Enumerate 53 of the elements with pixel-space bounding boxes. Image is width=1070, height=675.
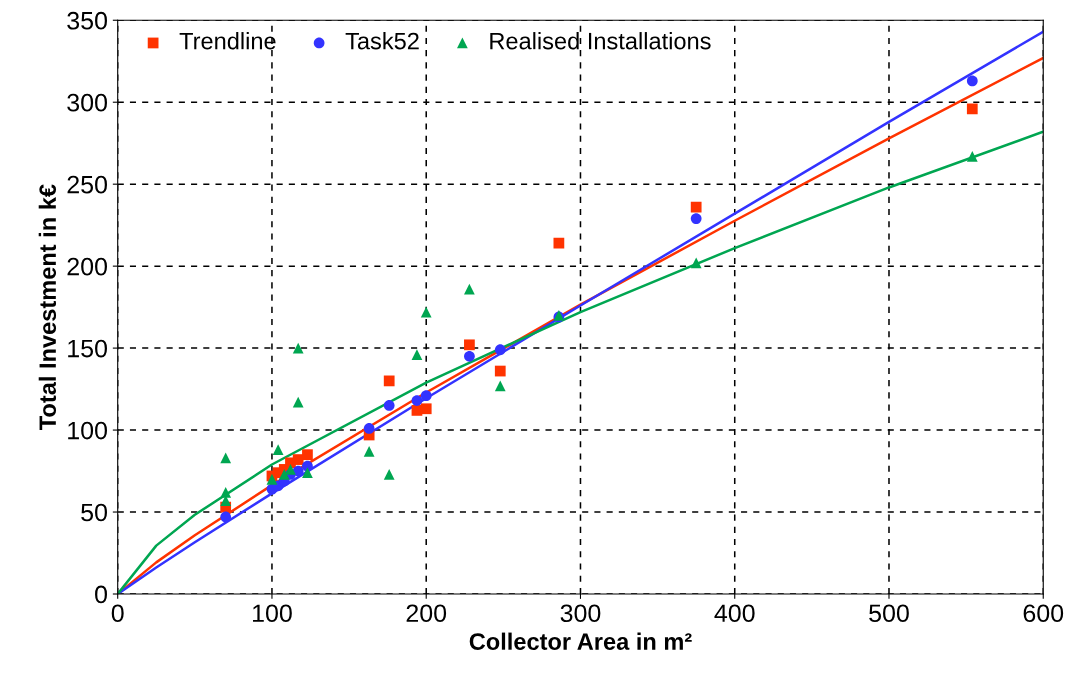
- x-tick-label: 600: [1023, 604, 1064, 623]
- point: [272, 444, 284, 456]
- x-tick-label: 300: [560, 604, 601, 623]
- point: [292, 396, 304, 408]
- point: [278, 468, 290, 480]
- point: [494, 365, 506, 377]
- y-tick-label: 350: [67, 11, 107, 30]
- legend-label: Task52: [345, 32, 419, 50]
- point: [966, 75, 978, 87]
- point: [383, 468, 395, 480]
- y-tick-label: 100: [68, 421, 107, 440]
- y-tick-label: 250: [67, 175, 107, 194]
- y-tick-label: 0: [95, 585, 107, 604]
- point: [494, 344, 506, 356]
- x-tick-label: 200: [406, 604, 447, 623]
- point: [464, 339, 475, 351]
- x-tick-label: 400: [714, 604, 755, 623]
- point: [420, 403, 432, 415]
- point: [383, 375, 395, 387]
- point: [690, 201, 702, 213]
- point: [464, 350, 475, 362]
- point: [411, 349, 423, 361]
- legend-label: Realised Installations: [490, 32, 711, 50]
- legend-label: Trendline: [179, 32, 276, 50]
- x-tick-label: 500: [869, 604, 909, 623]
- point: [285, 464, 296, 475]
- y-axis-title: Total Investment in k€: [38, 184, 57, 430]
- point: [420, 390, 432, 402]
- point: [494, 380, 506, 392]
- point: [220, 452, 232, 464]
- point: [302, 449, 313, 461]
- point: [966, 150, 978, 162]
- point: [420, 306, 432, 318]
- x-tick-label: 0: [111, 604, 124, 623]
- point: [220, 511, 232, 523]
- point: [553, 237, 565, 249]
- x-axis-title: Collector Area in m²: [469, 632, 692, 650]
- point: [690, 213, 702, 224]
- point: [292, 342, 304, 354]
- point: [464, 283, 475, 295]
- y-tick-label: 50: [81, 503, 107, 522]
- point: [363, 423, 375, 434]
- y-tick-label: 200: [67, 257, 107, 276]
- x-tick-label: 100: [253, 604, 292, 623]
- point: [302, 467, 313, 479]
- point: [220, 486, 232, 498]
- y-tick-label: 300: [67, 93, 107, 112]
- point: [966, 103, 978, 115]
- point: [411, 395, 423, 406]
- point: [383, 400, 395, 411]
- point: [690, 257, 702, 269]
- point: [363, 446, 375, 457]
- y-tick-label: 150: [68, 339, 107, 358]
